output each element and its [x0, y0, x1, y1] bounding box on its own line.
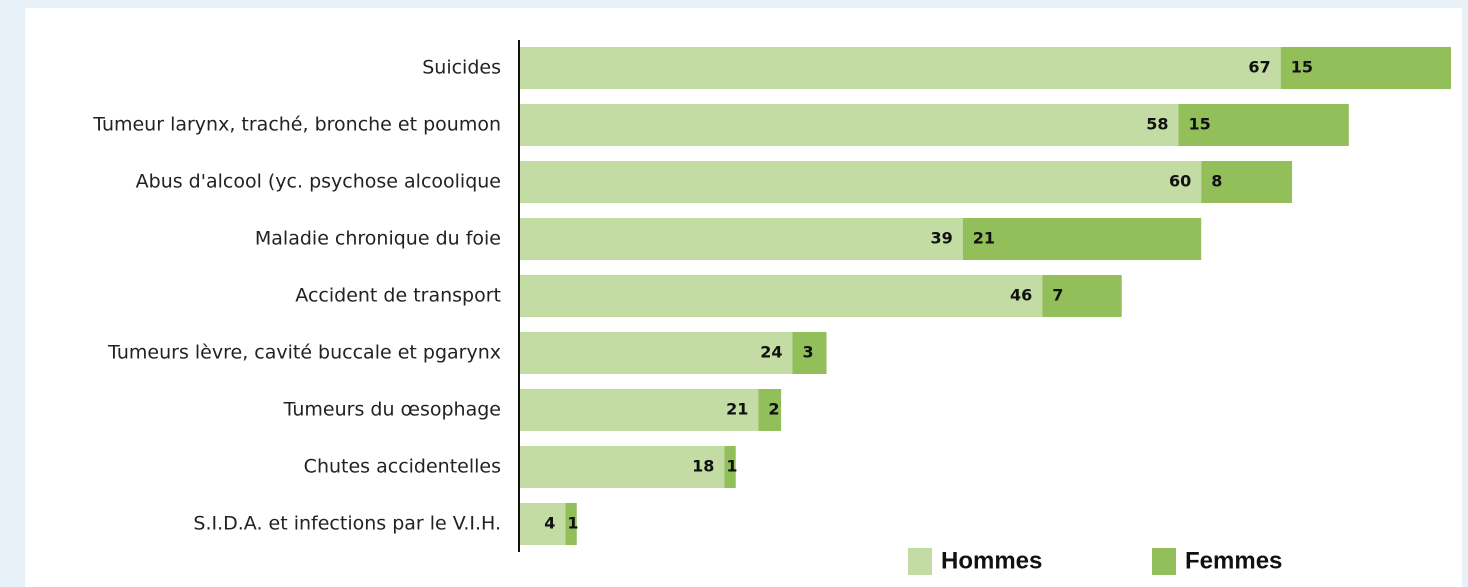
data-label: 18 — [692, 457, 714, 476]
legend-label: Femmes — [1185, 547, 1282, 574]
data-label: 21 — [726, 400, 748, 419]
bar-segment — [724, 446, 736, 488]
data-label: 39 — [931, 229, 953, 248]
bar-segment — [520, 104, 1179, 146]
bar-segment — [520, 446, 725, 488]
data-label: 2 — [768, 400, 779, 419]
data-label: 8 — [1211, 172, 1222, 191]
data-label: 15 — [1189, 115, 1211, 134]
bar-segment — [1042, 275, 1122, 317]
data-label: 4 — [544, 514, 555, 533]
bar-segment — [520, 389, 759, 431]
data-label: 3 — [802, 343, 813, 362]
legend-swatch — [1152, 548, 1176, 575]
category-label: Abus d'alcool (yc. psychose alcoolique — [136, 171, 501, 193]
bar-segment — [520, 218, 963, 260]
bar-segment — [520, 275, 1043, 317]
bar-segment — [962, 218, 1202, 260]
data-label: 24 — [760, 343, 782, 362]
category-label: Tumeur larynx, traché, bronche et poumon — [92, 114, 501, 136]
category-label: Tumeurs lèvre, cavité buccale et pgarynx — [107, 342, 501, 364]
bar-segment — [1201, 161, 1293, 203]
category-label: Accident de transport — [295, 285, 501, 307]
data-label: 15 — [1291, 58, 1313, 77]
category-label: Chutes accidentelles — [304, 456, 501, 478]
bar-segment — [1178, 104, 1349, 146]
bar-segment — [520, 332, 793, 374]
bar-segment — [565, 503, 577, 545]
legend-label: Hommes — [941, 547, 1042, 574]
legend-swatch — [908, 548, 932, 575]
category-label: Maladie chronique du foie — [255, 228, 501, 250]
data-label: 21 — [973, 229, 995, 248]
category-label: Suicides — [422, 57, 501, 79]
data-label: 67 — [1248, 58, 1270, 77]
category-label: Tumeurs du œsophage — [283, 399, 501, 421]
bar-segment — [758, 389, 782, 431]
data-label: 58 — [1146, 115, 1168, 134]
data-label: 1 — [567, 514, 578, 533]
data-label: 60 — [1169, 172, 1191, 191]
bar-segment — [520, 503, 566, 545]
bar-segment — [1280, 47, 1451, 89]
bar-segment — [520, 47, 1281, 89]
data-label: 1 — [726, 457, 737, 476]
data-label: 46 — [1010, 286, 1032, 305]
bar-segment — [520, 161, 1202, 203]
data-label: 7 — [1052, 286, 1063, 305]
bar-segment — [792, 332, 827, 374]
category-label: S.I.D.A. et infections par le V.I.H. — [193, 513, 501, 535]
